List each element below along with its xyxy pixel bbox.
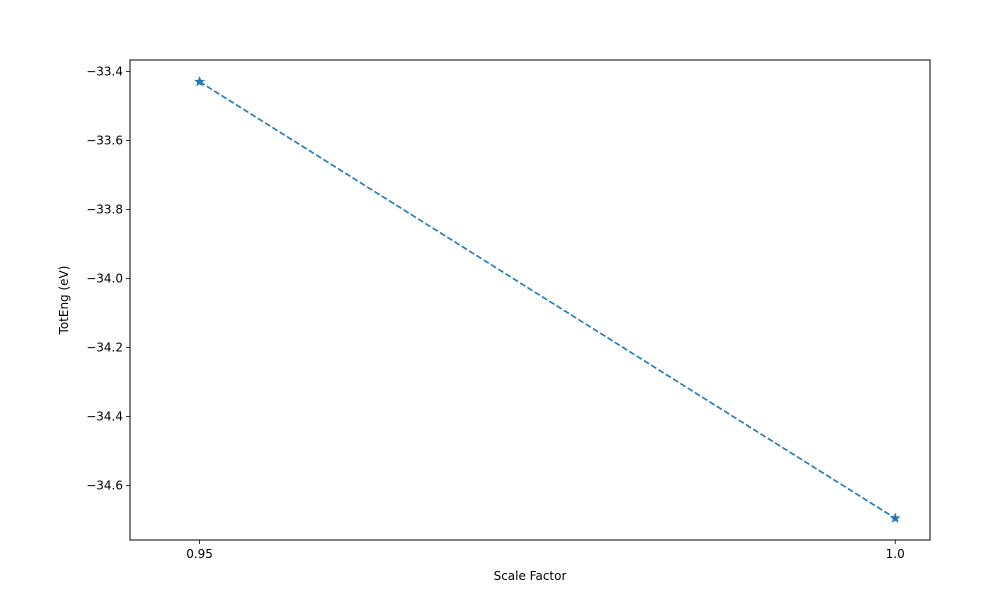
y-tick-label: −34.0 (86, 271, 123, 285)
y-tick-label: −33.4 (86, 64, 123, 78)
y-tick-label: −34.2 (86, 340, 123, 354)
y-tick-label: −34.6 (86, 478, 123, 492)
data-point-marker (194, 75, 206, 87)
x-tick-label: 1.0 (886, 547, 905, 561)
y-tick-label: −33.8 (86, 202, 123, 216)
x-tick-label: 0.95 (186, 547, 213, 561)
y-axis-label: TotEng (eV) (57, 266, 71, 336)
plot-area (194, 75, 901, 523)
series-line (199, 81, 896, 519)
axes-frame (129, 59, 931, 541)
y-tick-label: −34.4 (86, 409, 123, 423)
x-axis-label: Scale Factor (494, 569, 567, 583)
y-tick-label: −33.6 (86, 133, 123, 147)
data-point-marker (889, 512, 901, 523)
x-axis-ticks: 0.95 1.0 (186, 540, 905, 561)
y-axis-ticks: −34.6 −34.4 −34.2 −34.0 −33.8 −33.6 −33.4 (86, 64, 130, 492)
